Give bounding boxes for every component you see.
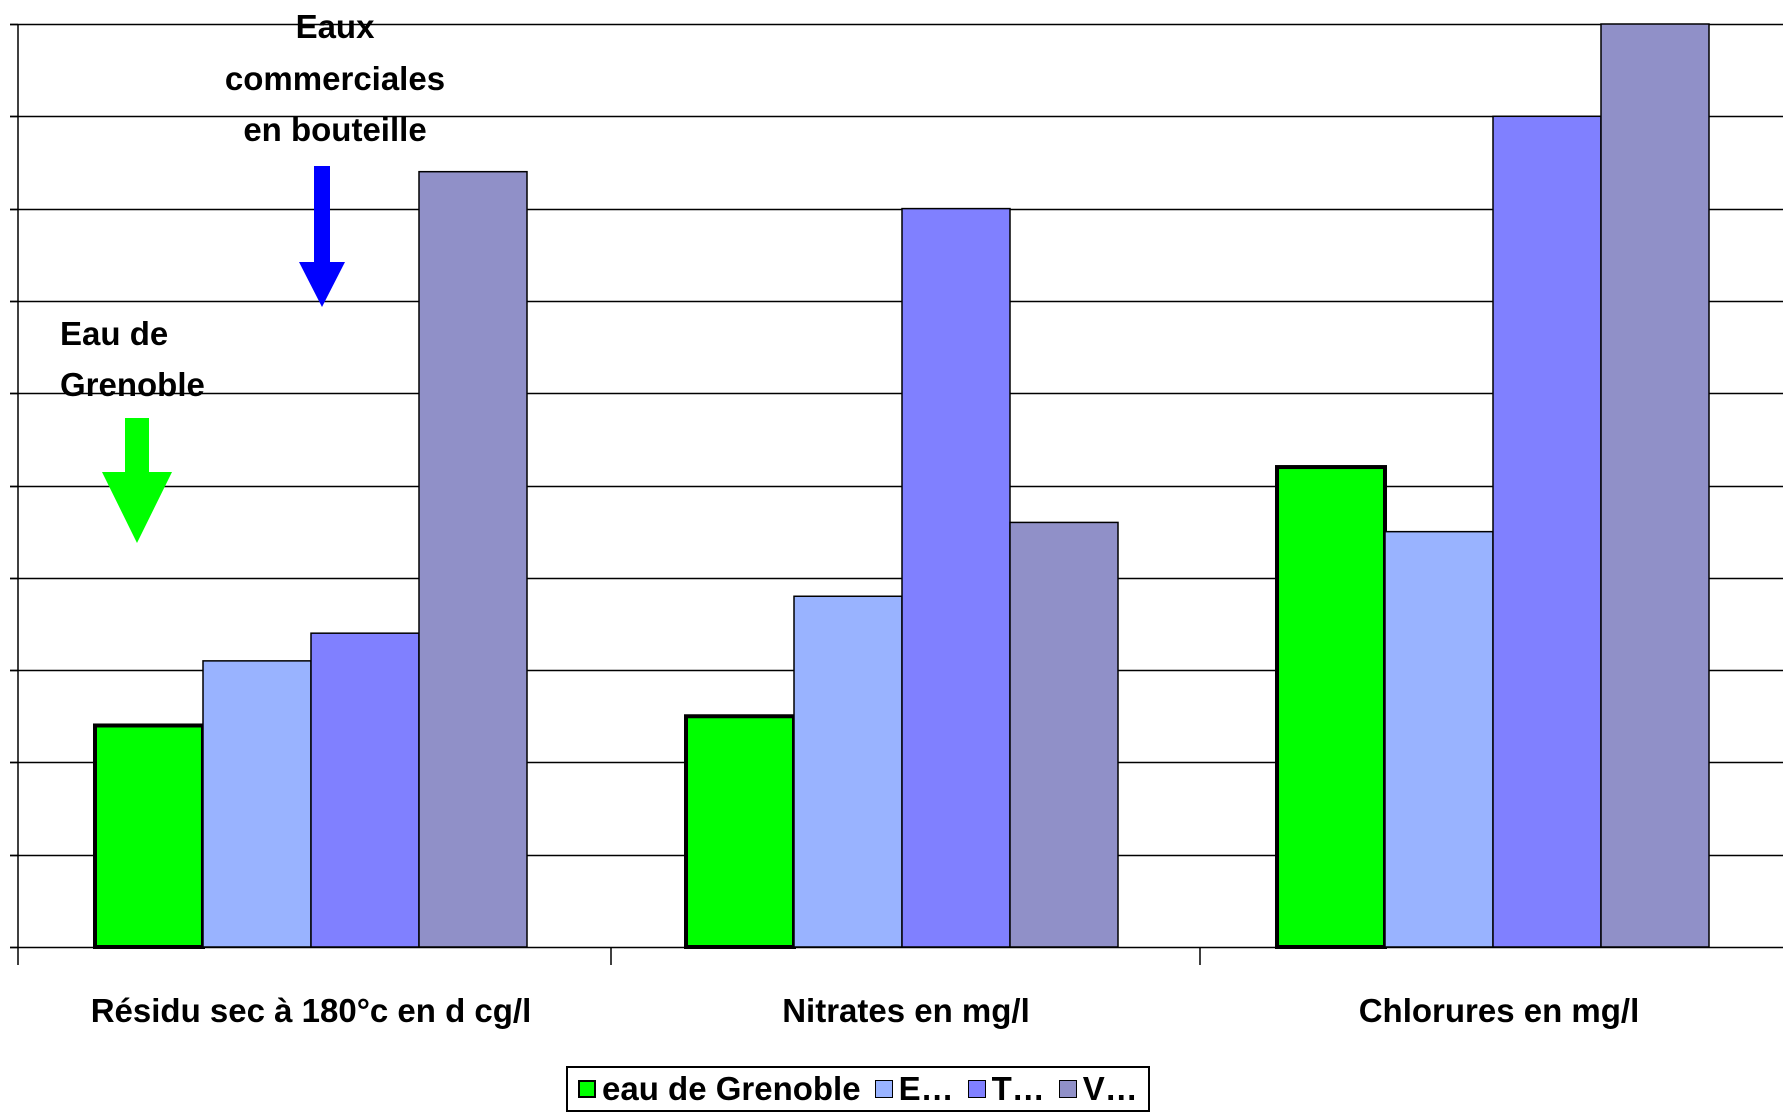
annotation-grenoble: Eau de Grenoble: [60, 315, 205, 543]
bar-v--2: [1009, 521, 1119, 948]
bar-t--1: [310, 632, 420, 948]
legend-swatch: [874, 1080, 893, 1098]
x-tick-label: Nitrates en mg/l: [782, 992, 1030, 1029]
annotation-bottled-line-3: en bouteille: [243, 111, 426, 148]
bar-t--2: [901, 207, 1011, 948]
legend-label: T…: [991, 1070, 1045, 1107]
bar-t--3: [1492, 115, 1602, 948]
annotation-bottled: Eaux commerciales en bouteille: [225, 8, 445, 307]
bar-v--1: [418, 170, 528, 948]
x-tick-label: Chlorures en mg/l: [1359, 992, 1640, 1029]
arrow-down-blue-icon: [299, 166, 345, 307]
legend-label: V…: [1082, 1070, 1138, 1107]
annotation-bottled-line-2: commerciales: [225, 60, 445, 97]
legend-swatch: [1058, 1080, 1077, 1098]
legend-item: E…: [874, 1070, 954, 1108]
bar-eau-de-grenoble-3: [1275, 465, 1387, 949]
bar-eau-de-grenoble-1: [93, 723, 205, 949]
legend-label: eau de Grenoble: [602, 1070, 861, 1107]
legend-item: eau de Grenoble: [578, 1070, 861, 1108]
bar-v--3: [1600, 23, 1710, 948]
bar-eau-de-grenoble-2: [684, 714, 796, 949]
legend-label: E…: [898, 1070, 954, 1107]
arrow-down-green-icon: [102, 418, 172, 543]
legend: eau de Grenoble E… T… V…: [566, 1066, 1150, 1112]
legend-swatch: [578, 1080, 596, 1098]
x-tick-label: Résidu sec à 180°c en d cg/l: [91, 992, 532, 1029]
annotation-bottled-line-1: Eaux: [296, 8, 376, 45]
annotation-grenoble-line-2: Grenoble: [60, 366, 205, 403]
annotation-grenoble-line-1: Eau de: [60, 315, 168, 352]
legend-swatch: [967, 1080, 986, 1098]
x-tick-labels: Résidu sec à 180°c en d cg/l Nitrates en …: [91, 992, 1640, 1029]
bars: [93, 23, 1710, 949]
bar-e--1: [202, 660, 312, 948]
axes: [10, 23, 1783, 965]
legend-item: T…: [967, 1070, 1045, 1108]
legend-item: V…: [1058, 1070, 1138, 1108]
bar-e--2: [793, 595, 903, 948]
bar-e--3: [1384, 530, 1494, 948]
